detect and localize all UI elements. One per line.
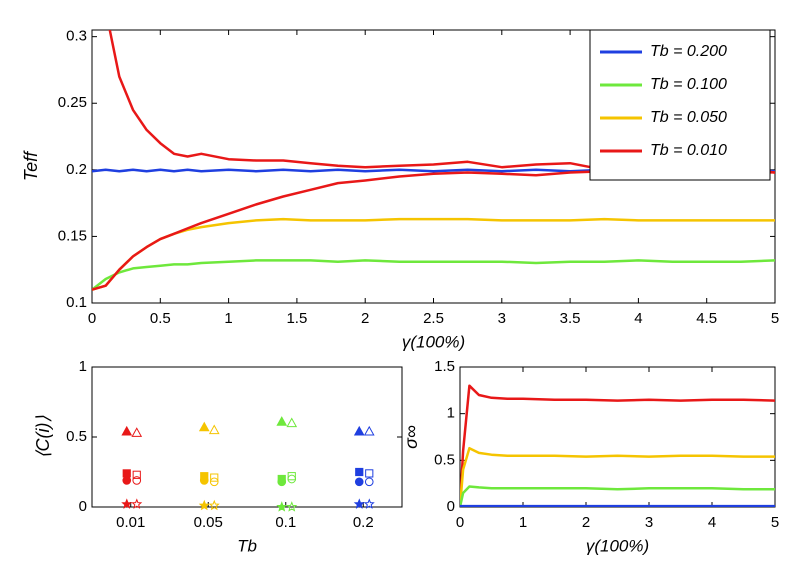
marker bbox=[121, 425, 133, 436]
marker bbox=[276, 416, 288, 426]
x-tick-label: 4.5 bbox=[696, 310, 717, 327]
y-tick-label: 0.5 bbox=[434, 451, 455, 468]
legend-label: Tb = 0.200 bbox=[650, 43, 727, 60]
marker bbox=[353, 498, 365, 509]
x-tick-label: 2 bbox=[361, 310, 369, 327]
x-tick-label: 5 bbox=[771, 310, 779, 327]
y-tick-label: 0.1 bbox=[66, 294, 87, 311]
marker bbox=[198, 499, 210, 511]
series-line bbox=[460, 446, 775, 507]
marker bbox=[364, 477, 374, 487]
marker bbox=[209, 477, 219, 487]
y-tick-label: 1 bbox=[447, 405, 455, 422]
marker bbox=[198, 421, 210, 432]
series-line bbox=[92, 168, 775, 291]
x-axis-label: γ(100%) bbox=[402, 332, 465, 351]
marker bbox=[277, 477, 287, 487]
plot-area bbox=[460, 384, 775, 507]
axes-frame bbox=[459, 366, 776, 508]
x-axis-label: γ(100%) bbox=[586, 536, 649, 555]
series-line bbox=[92, 259, 775, 291]
y-tick-label: 1.5 bbox=[434, 358, 455, 375]
marker bbox=[286, 417, 298, 428]
marker bbox=[122, 469, 131, 478]
marker bbox=[365, 469, 374, 478]
marker bbox=[132, 470, 141, 479]
x-tick-label: 0.05 bbox=[194, 514, 223, 531]
marker bbox=[363, 425, 375, 436]
series-line bbox=[460, 384, 775, 507]
x-tick-label: 3 bbox=[645, 514, 653, 531]
y-tick-label: 0.5 bbox=[66, 428, 87, 445]
series-line bbox=[92, 217, 775, 291]
legend-box bbox=[589, 29, 771, 181]
marker bbox=[131, 498, 143, 509]
x-tick-label: 3.5 bbox=[560, 310, 581, 327]
marker bbox=[208, 424, 220, 435]
y-axis-label: ⟨C(i)⟩ bbox=[33, 415, 53, 458]
y-axis-label: Teff bbox=[21, 150, 41, 181]
x-tick-label: 1 bbox=[224, 310, 232, 327]
x-tick-label: 0 bbox=[456, 514, 464, 531]
x-tick-label: 0 bbox=[88, 310, 96, 327]
x-axis-label: Tb bbox=[237, 536, 257, 555]
series-line bbox=[460, 485, 775, 507]
legend-label: Tb = 0.050 bbox=[650, 109, 727, 126]
x-tick-label: 3 bbox=[498, 310, 506, 327]
y-tick-label: 0 bbox=[447, 498, 455, 515]
marker bbox=[353, 425, 365, 436]
marker bbox=[121, 498, 133, 509]
axes-frame bbox=[91, 366, 403, 508]
x-tick-label: 1.5 bbox=[286, 310, 307, 327]
marker bbox=[210, 473, 219, 482]
x-tick-label: 5 bbox=[771, 514, 779, 531]
y-axis-label: σ∞ bbox=[401, 425, 421, 449]
marker bbox=[122, 476, 132, 485]
x-tick-label: 0.1 bbox=[275, 514, 296, 531]
y-tick-label: 0.25 bbox=[58, 94, 87, 111]
marker bbox=[287, 474, 297, 484]
marker bbox=[208, 499, 220, 511]
marker bbox=[131, 427, 143, 437]
y-tick-label: 1 bbox=[79, 358, 87, 375]
marker bbox=[276, 501, 288, 512]
x-tick-label: 2 bbox=[582, 514, 590, 531]
y-tick-label: 0.2 bbox=[66, 161, 87, 178]
x-tick-label: 4 bbox=[634, 310, 642, 327]
x-tick-label: 0.2 bbox=[353, 514, 374, 531]
legend-label: Tb = 0.100 bbox=[650, 76, 727, 93]
x-tick-label: 0.5 bbox=[150, 310, 171, 327]
legend-label: Tb = 0.010 bbox=[650, 142, 727, 159]
y-tick-label: 0.3 bbox=[66, 28, 87, 45]
marker bbox=[132, 476, 142, 485]
marker bbox=[286, 501, 298, 512]
y-tick-label: 0 bbox=[79, 498, 87, 515]
x-tick-label: 4 bbox=[708, 514, 716, 531]
x-tick-label: 2.5 bbox=[423, 310, 444, 327]
marker bbox=[355, 467, 364, 477]
marker bbox=[363, 498, 375, 509]
y-tick-label: 0.15 bbox=[58, 227, 87, 244]
marker bbox=[354, 477, 364, 487]
marker bbox=[199, 476, 209, 485]
x-tick-label: 0.01 bbox=[116, 514, 145, 531]
x-tick-label: 1 bbox=[519, 514, 527, 531]
marker bbox=[287, 472, 296, 481]
